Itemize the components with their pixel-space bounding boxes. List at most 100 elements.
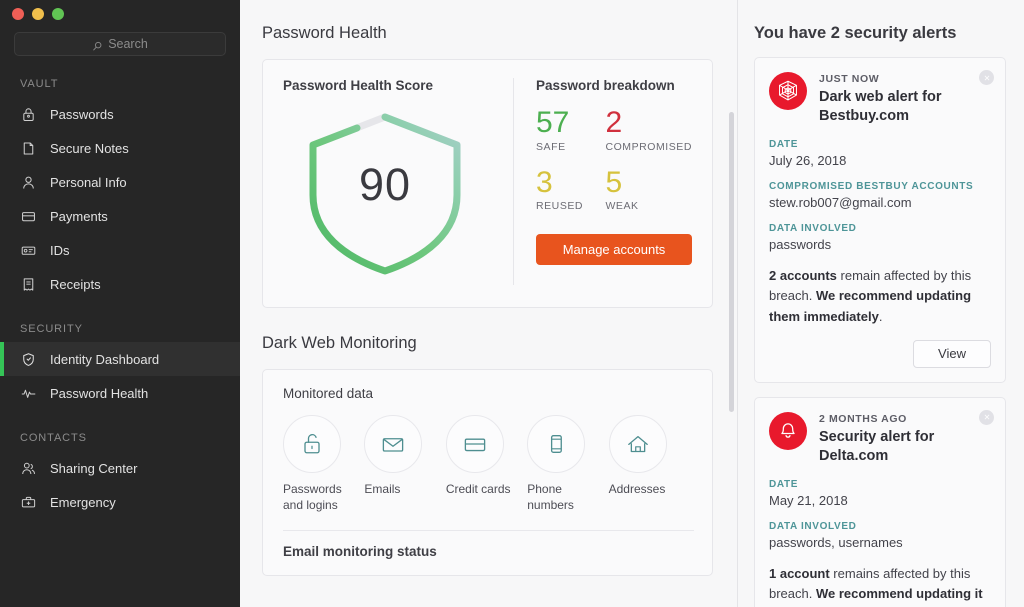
minimize-window-button[interactable]	[32, 8, 44, 20]
alert-headline: Security alert for Delta.com	[819, 428, 935, 464]
search-icon	[92, 39, 103, 50]
stat-label: SAFE	[536, 140, 566, 153]
briefcase-icon	[20, 494, 37, 511]
house-icon	[608, 415, 667, 473]
alert-card: JUST NOW Dark web alert for Bestbuy.com …	[754, 57, 1006, 383]
sidebar-item-label: Passwords	[50, 106, 114, 122]
bell-icon	[769, 411, 807, 450]
monitored-data-heading: Monitored data	[283, 386, 374, 401]
monitored-item-label: Passwords and logins	[283, 482, 342, 512]
sidebar-item-password-health[interactable]: Password Health	[0, 376, 240, 410]
people-icon	[20, 460, 37, 477]
alerts-panel-title: You have 2 security alerts	[754, 24, 957, 42]
sidebar-item-emergency[interactable]: Emergency	[0, 485, 240, 519]
password-breakdown-column: Password breakdown 57 SAFE 2 COMPROMISED…	[513, 78, 712, 285]
alert-field-date: DATE May 21, 2018	[769, 479, 991, 508]
sidebar-item-ids[interactable]: IDs	[0, 233, 240, 267]
monitored-item-label: Phone numbers	[527, 482, 574, 512]
breakdown-stat-reused: 3 REUSED	[536, 166, 605, 212]
manage-accounts-button[interactable]: Manage accounts	[536, 234, 692, 265]
monitored-item-passwords-and-logins[interactable]: Passwords and logins	[283, 415, 364, 514]
monitored-data-card: Monitored data Passwords and logins	[262, 369, 713, 576]
alert-title-block: 2 MONTHS AGO Security alert for Delta.co…	[819, 412, 979, 466]
field-value: July 26, 2018	[769, 153, 847, 169]
sidebar-item-label: Secure Notes	[50, 140, 129, 156]
password-health-score-card: Password Health Score	[262, 59, 713, 308]
lock-icon	[20, 106, 37, 123]
breakdown-stat-safe: 57 SAFE	[536, 107, 605, 153]
security-alerts-panel: You have 2 security alerts	[738, 0, 1024, 607]
monitored-item-emails[interactable]: Emails	[364, 415, 445, 514]
stat-label: WEAK	[605, 200, 639, 212]
sidebar-group-label-vault: VAULT	[20, 78, 59, 90]
field-label: DATE	[769, 139, 799, 151]
password-health-gauge: 90	[285, 103, 485, 285]
alert-header: JUST NOW Dark web alert for Bestbuy.com	[769, 72, 991, 126]
sidebar-item-sharing-center[interactable]: Sharing Center	[0, 451, 240, 485]
recommendation-end: .	[878, 308, 883, 324]
password-health-score-value: 90	[358, 159, 412, 210]
spider-web-icon	[769, 72, 807, 110]
divider	[283, 529, 694, 531]
id-card-icon	[20, 242, 37, 259]
sidebar-item-passwords[interactable]: Passwords	[0, 97, 240, 131]
alert-headline: Dark web alert for Bestbuy.com	[819, 89, 942, 125]
breakdown-heading: Password breakdown	[536, 78, 675, 93]
sidebar-item-receipts[interactable]: Receipts	[0, 267, 240, 301]
phone-icon	[527, 415, 586, 473]
close-window-button[interactable]	[12, 8, 24, 20]
close-icon[interactable]	[979, 409, 994, 425]
field-label: COMPROMISED BESTBUY ACCOUNTS	[769, 181, 974, 193]
score-heading: Password Health Score	[283, 78, 434, 93]
sidebar-item-personal-info[interactable]: Personal Info	[0, 165, 240, 199]
sidebar-item-payments[interactable]: Payments	[0, 199, 240, 233]
recommendation-mid: remain affected by this breach.	[769, 268, 972, 304]
stat-label: REUSED	[536, 200, 584, 212]
alert-recommendation: 1 account remains affected by this breac…	[769, 564, 991, 607]
receipt-icon	[20, 276, 37, 293]
shield-check-icon	[20, 351, 37, 368]
sidebar-item-label: Sharing Center	[50, 460, 138, 476]
maximize-window-button[interactable]	[52, 8, 64, 20]
affected-accounts-count: 2 accounts	[769, 268, 837, 284]
view-button[interactable]: View	[913, 339, 991, 368]
recommendation-mid: remains affected by this breach.	[769, 565, 971, 602]
sidebar-item-label: Emergency	[50, 494, 116, 510]
sidebar-group-label-security: SECURITY	[20, 323, 83, 335]
search-placeholder: Search	[108, 37, 148, 51]
page-title: Password Health	[262, 24, 387, 42]
pulse-icon	[20, 385, 37, 402]
dark-web-monitoring-title: Dark Web Monitoring	[262, 334, 417, 352]
alert-recommendation: 2 accounts remain affected by this breac…	[769, 266, 991, 326]
sidebar-item-identity-dashboard[interactable]: Identity Dashboard	[0, 342, 240, 376]
monitored-item-label: Emails	[364, 482, 401, 496]
stat-value: 2	[605, 106, 623, 139]
note-icon	[20, 140, 37, 157]
breakdown-grid: 57 SAFE 2 COMPROMISED 3 REUSED 5	[536, 107, 692, 212]
field-value: May 21, 2018	[769, 492, 848, 508]
sidebar-item-secure-notes[interactable]: Secure Notes	[0, 131, 240, 165]
breakdown-stat-weak: 5 WEAK	[605, 166, 692, 212]
alert-timestamp: 2 MONTHS AGO	[819, 412, 907, 425]
sidebar-item-label: IDs	[50, 242, 70, 258]
search-input[interactable]: Search	[14, 32, 226, 56]
window-traffic-lights	[0, 0, 240, 20]
stat-label: COMPROMISED	[605, 140, 692, 153]
alert-field-data-involved: DATA INVOLVED passwords	[769, 223, 991, 252]
alert-actions: View	[769, 339, 991, 368]
sidebar-group-label-contacts: CONTACTS	[20, 432, 87, 444]
close-icon[interactable]	[979, 70, 994, 85]
email-monitoring-status-heading: Email monitoring status	[283, 543, 437, 559]
score-column: Password Health Score	[263, 78, 513, 285]
sidebar-item-label: Payments	[50, 208, 108, 224]
field-value: passwords, usernames	[769, 534, 903, 550]
monitored-item-credit-cards[interactable]: Credit cards	[445, 415, 527, 514]
main-scrollbar[interactable]	[729, 112, 734, 412]
stat-value: 57	[536, 106, 570, 139]
credit-card-icon	[445, 415, 504, 473]
monitored-item-addresses[interactable]: Addresses	[608, 415, 690, 514]
recommendation-emphasis: We recommend updating them immediately	[769, 288, 972, 324]
field-value: passwords	[769, 237, 832, 253]
monitored-item-phone-numbers[interactable]: Phone numbers	[527, 415, 608, 514]
person-icon	[20, 174, 37, 191]
